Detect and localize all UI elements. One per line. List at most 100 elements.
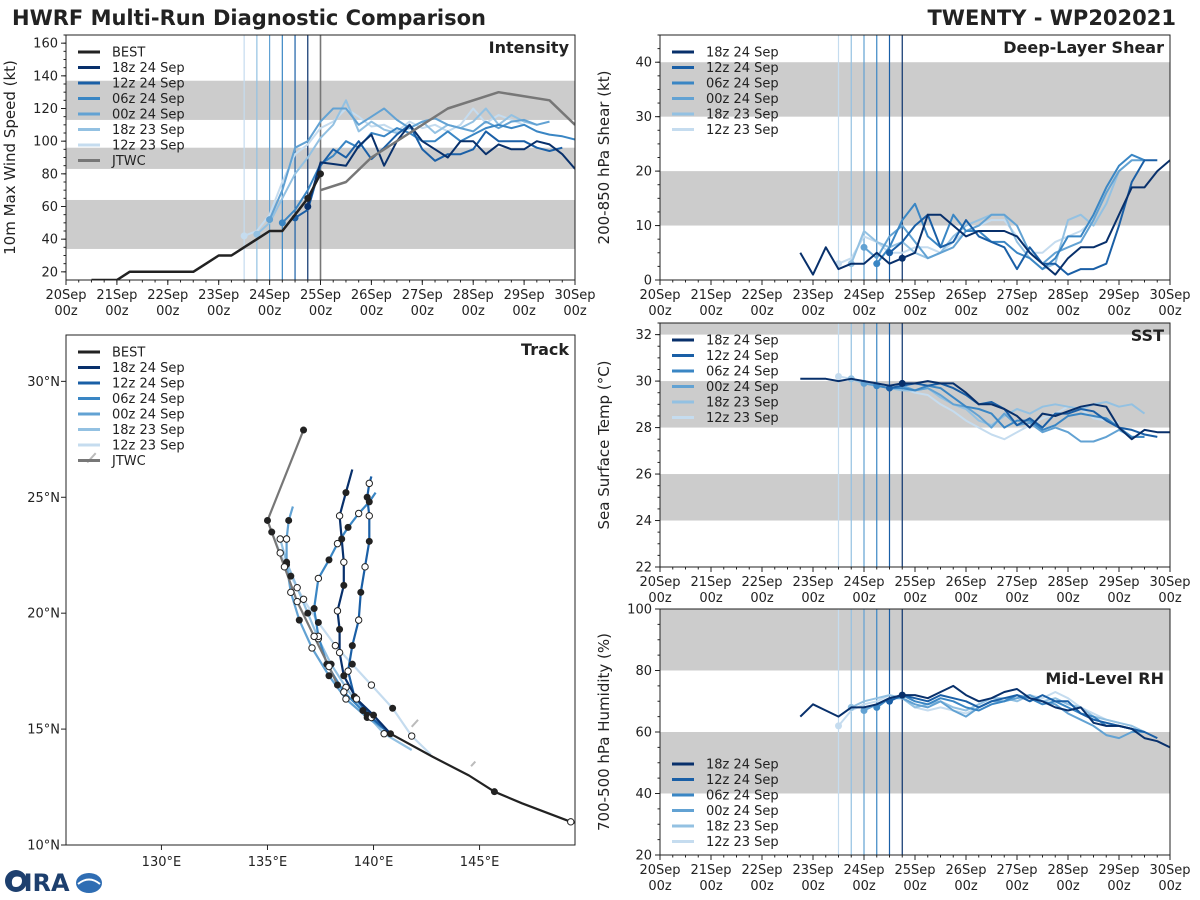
rh-xtick-label-sub: 00z bbox=[1005, 879, 1029, 894]
sst-xtick-label-sub: 00z bbox=[954, 591, 978, 606]
shear-series-line bbox=[799, 159, 1170, 276]
sst-xtick-label: 23Sep bbox=[792, 575, 833, 590]
sst-xtick-label: 26Sep bbox=[945, 575, 986, 590]
track-xtick-label: 145°E bbox=[460, 855, 500, 870]
shear-shade-band bbox=[660, 62, 1170, 117]
track-position-open bbox=[310, 632, 318, 641]
track-legend-label: 18z 24 Sep bbox=[112, 361, 185, 376]
track-position-open bbox=[567, 818, 575, 826]
shear-xtick-label-sub: 00z bbox=[1158, 304, 1182, 319]
track-position-open bbox=[293, 583, 301, 592]
rh-title: Mid-Level RH bbox=[1045, 669, 1164, 688]
rh-xtick-label-sub: 00z bbox=[1056, 879, 1080, 894]
intensity-xtick-label: 22Sep bbox=[147, 288, 188, 303]
intensity-xtick-label-sub: 00z bbox=[258, 304, 282, 319]
rh-xtick-label: 29Sep bbox=[1098, 863, 1139, 878]
track-position-open bbox=[331, 641, 340, 650]
rh-series-line bbox=[799, 684, 1170, 749]
intensity-series-marker bbox=[278, 219, 286, 227]
sst-series-line bbox=[800, 377, 1170, 441]
track-island bbox=[410, 719, 419, 728]
track-position-filled bbox=[348, 660, 356, 668]
intensity-xtick-label-sub: 00z bbox=[411, 304, 435, 319]
rh-ytick-label: 100 bbox=[627, 603, 652, 618]
intensity-xtick-label: 29Sep bbox=[504, 288, 545, 303]
rh-legend-label: 18z 24 Sep bbox=[706, 758, 779, 773]
logo-globe-icon bbox=[76, 873, 102, 893]
track-position-filled bbox=[295, 616, 303, 624]
track-position-open bbox=[333, 539, 342, 548]
shear-xtick-label: 23Sep bbox=[792, 288, 833, 303]
rh-xtick-label: 23Sep bbox=[792, 863, 833, 878]
shear-xtick-label-sub: 00z bbox=[852, 304, 876, 319]
sst-ytick-label: 30 bbox=[635, 375, 652, 390]
track-xtick-label: 130°E bbox=[142, 855, 182, 870]
sst-xtick-label: 29Sep bbox=[1098, 575, 1139, 590]
track-position-filled bbox=[344, 523, 352, 531]
intensity-legend-label: 18z 24 Sep bbox=[112, 61, 185, 76]
intensity-title: Intensity bbox=[489, 38, 570, 57]
track-island bbox=[244, 335, 246, 336]
rh-xtick-label-sub: 00z bbox=[801, 879, 825, 894]
rh-ytick-label: 80 bbox=[635, 664, 652, 679]
track-position-filled bbox=[310, 605, 318, 613]
rh-series-marker bbox=[898, 691, 906, 699]
shear-xtick-label: 28Sep bbox=[1047, 288, 1088, 303]
track-position-filled bbox=[342, 489, 350, 497]
sst-xtick-label: 25Sep bbox=[894, 575, 935, 590]
intensity-xtick-label-sub: 00z bbox=[360, 304, 384, 319]
intensity-xtick-label: 23Sep bbox=[198, 288, 239, 303]
sst-xtick-label: 28Sep bbox=[1047, 575, 1088, 590]
intensity-ytick-label: 80 bbox=[41, 167, 58, 182]
rh-legend-label: 00z 24 Sep bbox=[706, 804, 779, 819]
rh-xtick-label: 28Sep bbox=[1047, 863, 1088, 878]
sst-shade-band bbox=[660, 381, 1170, 428]
shear-legend-label: 18z 23 Sep bbox=[706, 108, 779, 123]
shear-xtick-label-sub: 00z bbox=[1056, 304, 1080, 319]
intensity-xtick-label: 30Sep bbox=[554, 288, 595, 303]
track-position-filled bbox=[389, 704, 397, 712]
track-panel: 130°E 135°E 140°E 145°E 10°N 15°N 20°N 25°N 30°N… bbox=[27, 334, 576, 870]
track-position-filled bbox=[365, 537, 373, 545]
shear-ytick-label: 0 bbox=[644, 274, 652, 289]
track-position-filled bbox=[357, 588, 365, 596]
track-ytick-label: 30°N bbox=[27, 375, 60, 390]
shear-shade-band bbox=[660, 171, 1170, 226]
track-position-open bbox=[314, 574, 323, 583]
intensity-legend-label: BEST bbox=[112, 46, 145, 61]
rh-ytick-label: 60 bbox=[635, 726, 652, 741]
rh-series-line bbox=[889, 694, 1158, 740]
sst-shade-band bbox=[660, 323, 1170, 335]
shear-legend-label: 12z 24 Sep bbox=[706, 61, 779, 76]
intensity-series-marker bbox=[253, 230, 261, 238]
intensity-series-marker bbox=[304, 194, 312, 202]
rh-xtick-label: 22Sep bbox=[741, 863, 782, 878]
track-position-filled bbox=[304, 609, 312, 617]
sst-xtick-label-sub: 00z bbox=[1005, 591, 1029, 606]
intensity-xtick-label: 28Sep bbox=[453, 288, 494, 303]
sst-xtick-label: 27Sep bbox=[996, 575, 1037, 590]
track-position-filled bbox=[325, 672, 333, 680]
track-ytick-label: 20°N bbox=[27, 607, 60, 622]
shear-ytick-label: 40 bbox=[635, 56, 652, 71]
track-position-open bbox=[299, 595, 308, 603]
sst-xtick-label: 22Sep bbox=[741, 575, 782, 590]
sst-ytick-label: 28 bbox=[635, 421, 652, 436]
logo-inner-icon bbox=[10, 875, 22, 887]
track-legend-label: 12z 23 Sep bbox=[112, 439, 185, 454]
intensity-series-marker bbox=[266, 216, 274, 224]
track-position-open bbox=[340, 688, 348, 696]
shear-legend-label: 18z 24 Sep bbox=[706, 46, 779, 61]
intensity-ytick-label: 120 bbox=[33, 102, 58, 117]
sst-legend-label: 18z 23 Sep bbox=[706, 396, 779, 411]
track-island bbox=[470, 760, 477, 767]
shear-series-marker bbox=[860, 243, 868, 251]
logo-swoosh-icon bbox=[77, 878, 101, 885]
rh-xtick-label: 21Sep bbox=[690, 863, 731, 878]
sst-ylabel: Sea Surface Temp (°C) bbox=[595, 360, 613, 529]
intensity-series-line bbox=[91, 173, 322, 280]
sst-xtick-label-sub: 00z bbox=[699, 591, 723, 606]
track-position-open bbox=[335, 512, 344, 520]
intensity-xtick-label-sub: 00z bbox=[512, 304, 536, 319]
track-position-open bbox=[287, 588, 295, 597]
